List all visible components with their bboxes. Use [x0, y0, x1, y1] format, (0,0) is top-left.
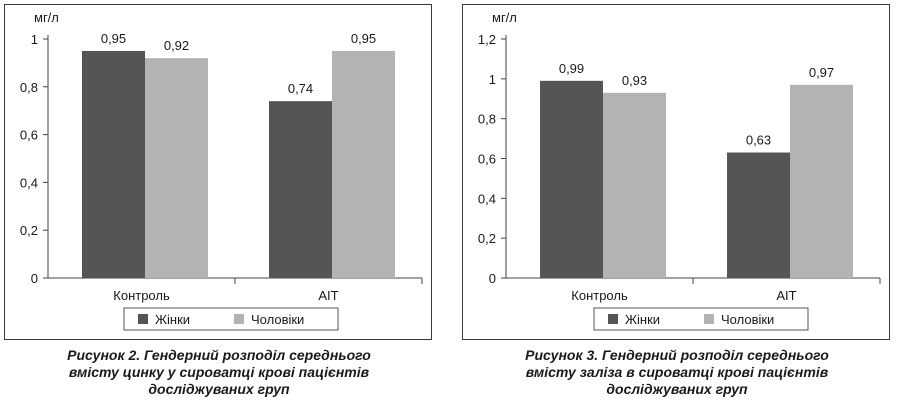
data-label: 0,95	[351, 31, 376, 46]
legend-swatch-men	[234, 314, 244, 324]
y-tick-label: 1,2	[478, 32, 496, 47]
caption-line-1: Рисунок 3. Гендерний розподіл середнього	[525, 347, 829, 363]
y-tick-label: 0,6	[20, 128, 38, 143]
caption-line-1: Рисунок 2. Гендерний розподіл середнього	[67, 347, 371, 363]
bar-men	[603, 92, 666, 279]
zinc-bar-chart: мг/л 0 0,2 0,4 0,6 0,8 1 Контроль 0,95 0,92 AIT 0,7…	[20, 10, 423, 331]
y-tick-label: 0,2	[20, 223, 38, 238]
y-tick-label: 0,8	[478, 112, 496, 127]
x-category-label: AIT	[318, 288, 338, 303]
x-category-label: Контроль	[113, 288, 170, 303]
legend-frame	[593, 307, 809, 331]
legend-frame	[123, 307, 339, 331]
data-label: 0,95	[101, 31, 126, 46]
legend-label-women: Жінки	[625, 312, 660, 327]
legend-swatch-men	[704, 314, 714, 324]
legend-swatch-women	[138, 314, 148, 324]
y-tick-label: 0,8	[20, 80, 38, 95]
iron-bar-chart: мг/л 0 0,2 0,4 0,6 0,8 1 1,2 Контроль 0,99 0,93 AIT…	[478, 10, 881, 331]
figure-3-panel: мг/л 0 0,2 0,4 0,6 0,8 1 1,2 Контроль 0,99 0,93 AIT…	[462, 0, 892, 408]
legend-label-men: Чоловіки	[721, 312, 774, 327]
bar-women	[82, 50, 145, 279]
data-label: 0,99	[559, 61, 584, 76]
legend-label-men: Чоловіки	[251, 312, 304, 327]
bar-men	[332, 50, 395, 279]
figure-caption: Рисунок 2. Гендерний розподіл середнього…	[4, 347, 434, 398]
bar-men	[790, 84, 853, 278]
y-tick-label: 0	[489, 271, 496, 286]
bar-women	[540, 80, 603, 278]
legend-swatch-women	[608, 314, 618, 324]
legend: Жінки Чоловіки	[593, 307, 809, 331]
data-label: 0,92	[164, 38, 189, 53]
y-tick-label: 0,4	[20, 175, 38, 190]
data-label: 0,74	[288, 81, 313, 96]
bar-men	[145, 58, 208, 279]
legend: Жінки Чоловіки	[123, 307, 339, 331]
data-label: 0,93	[622, 73, 647, 88]
y-tick-label: 1	[31, 32, 38, 47]
chart-frame	[462, 4, 890, 340]
y-axis-label: мг/л	[492, 10, 517, 25]
x-category-label: Контроль	[571, 288, 628, 303]
y-tick-label: 0,4	[478, 191, 496, 206]
y-tick-label: 0	[31, 271, 38, 286]
y-tick-label: 0,2	[478, 231, 496, 246]
data-label: 0,63	[746, 133, 771, 148]
caption-line-2: вмісту цинку у сироватці крові пацієнтів	[68, 364, 370, 380]
data-label: 0,97	[809, 65, 834, 80]
y-tick-label: 1	[489, 72, 496, 87]
caption-line-3: досліджуваних груп	[606, 381, 748, 397]
bar-women	[269, 101, 332, 278]
y-axis-label: мг/л	[34, 10, 59, 25]
x-category-label: AIT	[776, 288, 796, 303]
caption-line-2: вмісту заліза в сироватці крові пацієнті…	[525, 364, 829, 380]
y-tick-label: 0,6	[478, 152, 496, 167]
figure-2-panel: мг/л 0 0,2 0,4 0,6 0,8 1 Контроль 0,95 0,92 AIT 0,7…	[4, 0, 434, 408]
bar-women	[727, 152, 790, 278]
caption-line-3: досліджуваних груп	[148, 381, 290, 397]
chart-frame	[4, 4, 432, 340]
figure-caption: Рисунок 3. Гендерний розподіл середнього…	[462, 347, 892, 398]
legend-label-women: Жінки	[155, 312, 190, 327]
